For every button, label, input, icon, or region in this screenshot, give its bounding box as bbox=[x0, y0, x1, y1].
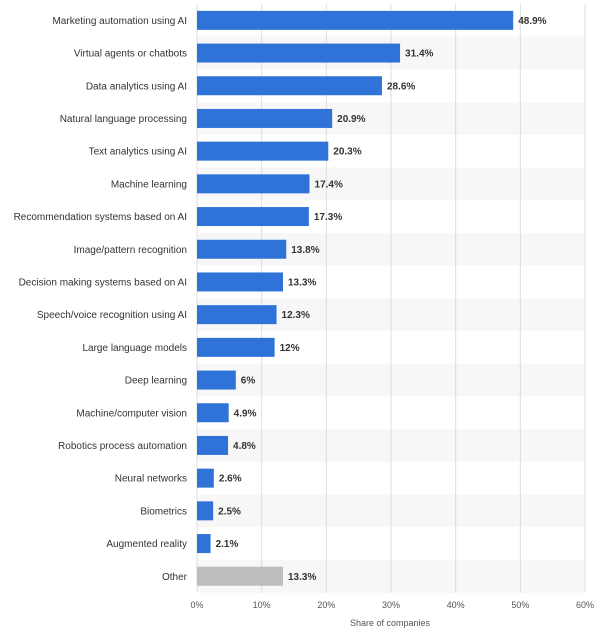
category-label: Decision making systems based on AI bbox=[19, 277, 187, 288]
gridlines bbox=[196, 4, 586, 593]
category-label: Machine learning bbox=[111, 179, 187, 190]
bar bbox=[197, 239, 287, 259]
value-label: 2.1% bbox=[216, 539, 239, 550]
bar bbox=[197, 272, 284, 292]
value-label: 20.9% bbox=[337, 114, 365, 125]
category-label: Other bbox=[162, 572, 188, 583]
value-labels: 48.9% 31.4% 28.6% 20.9% 20.3% 17.4% 17.3% 13.8%… bbox=[216, 16, 547, 583]
category-label: Augmented reality bbox=[106, 539, 187, 550]
value-label: 4.9% bbox=[234, 408, 257, 419]
category-label: Speech/voice recognition using AI bbox=[37, 310, 187, 321]
value-label: 31.4% bbox=[405, 49, 433, 60]
value-label: 2.5% bbox=[218, 506, 241, 517]
category-label: Virtual agents or chatbots bbox=[74, 49, 187, 60]
value-label: 4.8% bbox=[233, 441, 256, 452]
category-label: Data analytics using AI bbox=[86, 81, 187, 92]
bar bbox=[197, 141, 329, 161]
bar bbox=[197, 566, 284, 586]
bar bbox=[197, 43, 401, 63]
value-label: 2.6% bbox=[219, 474, 242, 485]
value-label: 17.4% bbox=[315, 179, 343, 190]
category-label: Robotics process automation bbox=[58, 441, 187, 452]
bar bbox=[197, 501, 214, 521]
value-label: 12% bbox=[280, 343, 300, 354]
value-label: 12.3% bbox=[282, 310, 310, 321]
x-axis-title: Share of companies bbox=[350, 618, 431, 628]
category-label: Deep learning bbox=[125, 376, 187, 387]
value-label: 13.3% bbox=[288, 572, 316, 583]
bar bbox=[197, 108, 333, 128]
category-label: Marketing automation using AI bbox=[52, 16, 187, 27]
category-label: Machine/computer vision bbox=[76, 408, 187, 419]
bar bbox=[197, 337, 275, 357]
bar bbox=[197, 403, 229, 423]
bar bbox=[197, 10, 514, 30]
category-label: Neural networks bbox=[115, 474, 187, 485]
category-label: Biometrics bbox=[140, 506, 187, 517]
bar bbox=[197, 207, 309, 227]
bar bbox=[197, 174, 310, 194]
category-label: Natural language processing bbox=[60, 114, 187, 125]
bar bbox=[197, 435, 229, 455]
bars bbox=[197, 10, 514, 586]
x-tick-label: 50% bbox=[511, 600, 529, 610]
value-label: 13.3% bbox=[288, 277, 316, 288]
value-label: 13.8% bbox=[291, 245, 319, 256]
category-label: Recommendation systems based on AI bbox=[14, 212, 187, 223]
x-tick-label: 20% bbox=[317, 600, 335, 610]
bar bbox=[197, 305, 277, 325]
bar bbox=[197, 76, 382, 96]
bar bbox=[197, 468, 214, 488]
x-axis-ticks: 0% 10% 20% 30% 40% 50% 60% bbox=[190, 600, 594, 610]
x-tick-label: 10% bbox=[253, 600, 271, 610]
x-tick-label: 0% bbox=[190, 600, 203, 610]
value-label: 6% bbox=[241, 376, 256, 387]
x-tick-label: 30% bbox=[382, 600, 400, 610]
value-label: 28.6% bbox=[387, 81, 415, 92]
category-label: Text analytics using AI bbox=[89, 147, 187, 158]
category-labels: Marketing automation using AI Virtual age… bbox=[14, 16, 188, 583]
value-label: 17.3% bbox=[314, 212, 342, 223]
value-label: 20.3% bbox=[333, 147, 361, 158]
value-label: 48.9% bbox=[518, 16, 546, 27]
bar bbox=[197, 534, 211, 554]
x-tick-label: 60% bbox=[576, 600, 594, 610]
category-label: Large language models bbox=[82, 343, 187, 354]
x-tick-label: 40% bbox=[447, 600, 465, 610]
category-label: Image/pattern recognition bbox=[74, 245, 187, 256]
bar bbox=[197, 370, 236, 390]
